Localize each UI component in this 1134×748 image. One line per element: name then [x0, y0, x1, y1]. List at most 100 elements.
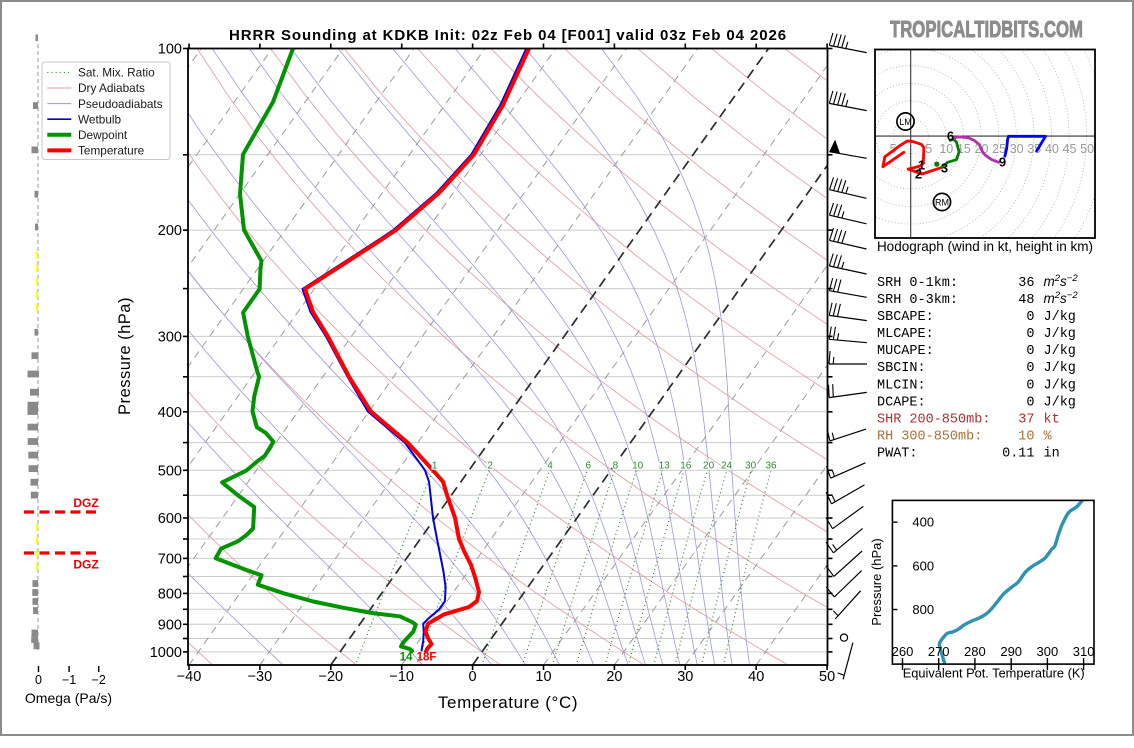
svg-text:24: 24 — [721, 461, 733, 472]
svg-text:Temperature (°C): Temperature (°C) — [438, 693, 578, 712]
svg-text:40: 40 — [1045, 142, 1059, 156]
svg-text:36: 36 — [1018, 276, 1034, 291]
svg-text:6: 6 — [947, 129, 954, 144]
svg-text:30: 30 — [745, 461, 757, 472]
svg-text:0: 0 — [35, 673, 42, 687]
svg-text:Sat. Mix. Ratio: Sat. Mix. Ratio — [78, 66, 155, 80]
svg-text:30: 30 — [1010, 142, 1024, 156]
svg-text:DGZ: DGZ — [73, 496, 98, 510]
svg-text:16: 16 — [680, 461, 692, 472]
svg-text:36: 36 — [765, 461, 777, 472]
svg-text:J/kg: J/kg — [1044, 310, 1076, 325]
svg-text:0: 0 — [1026, 327, 1034, 342]
svg-text:J/kg: J/kg — [1044, 361, 1076, 376]
svg-text:700: 700 — [158, 551, 182, 567]
svg-text:500: 500 — [158, 463, 182, 479]
svg-text:300: 300 — [158, 329, 182, 345]
svg-text:280: 280 — [964, 644, 986, 659]
svg-text:4: 4 — [547, 461, 553, 472]
svg-text:Hodograph (wind in kt, height: Hodograph (wind in kt, height in km) — [877, 239, 1093, 254]
svg-text:45: 45 — [1063, 142, 1077, 156]
svg-text:0: 0 — [1026, 361, 1034, 376]
svg-text:Dry Adiabats: Dry Adiabats — [78, 81, 145, 95]
svg-text:0: 0 — [469, 669, 477, 685]
svg-text:2: 2 — [487, 461, 493, 472]
svg-text:J/kg: J/kg — [1044, 378, 1076, 393]
svg-text:MLCIN:: MLCIN: — [877, 378, 926, 393]
svg-text:LM: LM — [899, 117, 912, 127]
svg-text:DGZ: DGZ — [73, 558, 98, 572]
svg-text:1: 1 — [918, 158, 925, 173]
svg-text:260: 260 — [892, 644, 914, 659]
svg-text:37: 37 — [1018, 412, 1034, 427]
svg-text:310: 310 — [1073, 644, 1095, 659]
svg-text:0.11: 0.11 — [1002, 447, 1034, 462]
svg-text:600: 600 — [158, 511, 182, 527]
svg-text:1: 1 — [432, 461, 438, 472]
svg-text:10: 10 — [632, 461, 644, 472]
svg-text:8: 8 — [613, 461, 619, 472]
svg-text:200: 200 — [158, 223, 182, 239]
svg-text:30: 30 — [677, 669, 693, 685]
svg-text:in: in — [1044, 447, 1060, 462]
svg-text:40: 40 — [748, 669, 764, 685]
svg-text:800: 800 — [912, 602, 934, 617]
svg-text:%: % — [1044, 430, 1053, 445]
svg-text:0: 0 — [1026, 344, 1034, 359]
svg-text:J/kg: J/kg — [1044, 327, 1076, 342]
svg-text:3: 3 — [941, 161, 948, 176]
svg-text:270: 270 — [928, 644, 950, 659]
svg-text:20: 20 — [606, 669, 622, 685]
svg-text:5: 5 — [925, 142, 932, 156]
svg-text:MLCAPE:: MLCAPE: — [877, 327, 934, 342]
svg-text:35: 35 — [1027, 142, 1041, 156]
svg-text:−1: −1 — [62, 673, 76, 687]
svg-text:J/kg: J/kg — [1044, 344, 1076, 359]
svg-text:−20: −20 — [318, 669, 343, 685]
svg-text:−10: −10 — [389, 669, 414, 685]
svg-text:J/kg: J/kg — [1044, 395, 1076, 410]
svg-text:2: 2 — [915, 167, 922, 182]
svg-text:1000: 1000 — [150, 645, 182, 661]
svg-text:RH 300-850mb:: RH 300-850mb: — [877, 430, 982, 445]
svg-text:6: 6 — [586, 461, 592, 472]
svg-text:Equivalent Pot. Temperature (K: Equivalent Pot. Temperature (K) — [903, 666, 1085, 681]
svg-text:kt: kt — [1044, 412, 1060, 427]
svg-text:−2: −2 — [92, 673, 106, 687]
svg-text:SBCIN:: SBCIN: — [877, 361, 926, 376]
svg-text:14: 14 — [400, 652, 413, 664]
svg-text:Pressure (hPa): Pressure (hPa) — [869, 538, 884, 625]
svg-text:18F: 18F — [417, 652, 437, 664]
svg-text:TROPICALTIDBITS.COM: TROPICALTIDBITS.COM — [890, 16, 1083, 42]
svg-text:Pressure (hPa): Pressure (hPa) — [116, 297, 134, 415]
svg-text:Omega (Pa/s): Omega (Pa/s) — [25, 690, 112, 706]
svg-text:900: 900 — [158, 617, 182, 633]
svg-text:Wetbulb: Wetbulb — [78, 112, 122, 126]
svg-text:10: 10 — [1018, 430, 1034, 445]
svg-text:300: 300 — [1037, 644, 1059, 659]
svg-text:800: 800 — [158, 586, 182, 602]
svg-text:48: 48 — [1018, 293, 1034, 308]
svg-text:13: 13 — [659, 461, 671, 472]
svg-text:MUCAPE:: MUCAPE: — [877, 344, 934, 359]
svg-text:SRH 0-3km:: SRH 0-3km: — [877, 293, 958, 308]
svg-text:15: 15 — [957, 142, 971, 156]
svg-text:400: 400 — [158, 405, 182, 421]
svg-text:SHR 200-850mb:: SHR 200-850mb: — [877, 412, 990, 427]
svg-text:0: 0 — [1026, 378, 1034, 393]
svg-text:10: 10 — [939, 142, 953, 156]
svg-text:DCAPE:: DCAPE: — [877, 395, 926, 410]
svg-text:Temperature: Temperature — [78, 144, 145, 158]
svg-text:0: 0 — [1026, 395, 1034, 410]
svg-text:9: 9 — [999, 155, 1006, 170]
svg-text:SBCAPE:: SBCAPE: — [877, 310, 934, 325]
svg-text:100: 100 — [158, 42, 182, 58]
svg-text:−30: −30 — [248, 669, 273, 685]
svg-text:50: 50 — [819, 669, 835, 685]
svg-text:0: 0 — [1026, 310, 1034, 325]
svg-text:600: 600 — [912, 558, 934, 573]
svg-text:HRRR Sounding at KDKB Init: 02: HRRR Sounding at KDKB Init: 02z Feb 04 [… — [229, 27, 787, 44]
svg-text:Dewpoint: Dewpoint — [78, 128, 128, 142]
svg-text:PWAT:: PWAT: — [877, 447, 918, 462]
svg-text:Pseudoadiabats: Pseudoadiabats — [78, 97, 163, 111]
